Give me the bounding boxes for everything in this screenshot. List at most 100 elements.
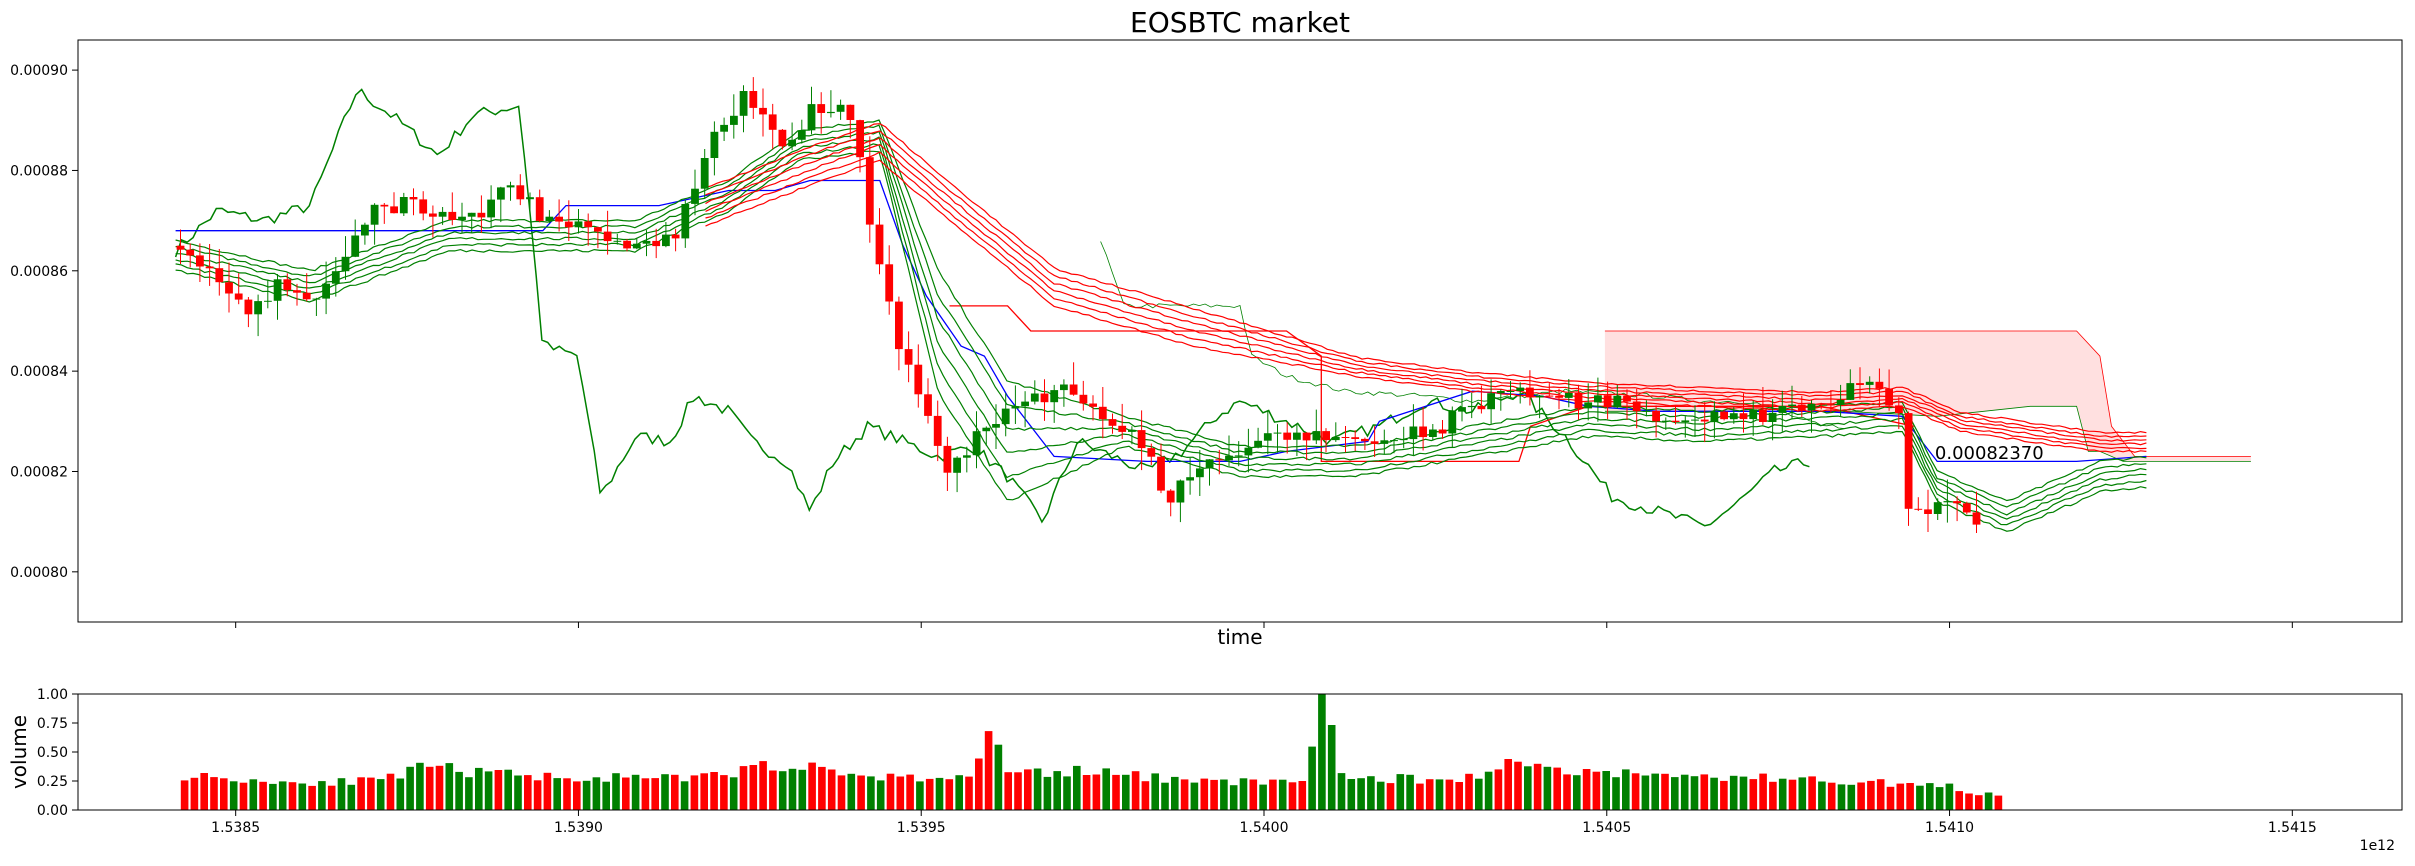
candle-body [438, 211, 447, 217]
volume-bar [984, 731, 993, 810]
volume-bar [710, 772, 718, 810]
candle-body [895, 301, 903, 350]
candle-body [467, 212, 476, 217]
candle-body [1477, 405, 1486, 410]
candle-body [1001, 408, 1010, 425]
candle-body [1147, 448, 1156, 457]
ema-red-1 [705, 151, 2147, 450]
candle-body [652, 240, 661, 247]
volume-bar [563, 778, 571, 810]
volume-bar [925, 778, 934, 810]
candle-body [361, 224, 369, 236]
volume-bar [1945, 783, 1954, 810]
step-line-blue [175, 179, 2147, 463]
volume-bar [1229, 785, 1238, 810]
volume-bar [1102, 768, 1110, 810]
ema-green-0 [175, 119, 2147, 502]
candle-body [836, 104, 845, 112]
candle-body [497, 187, 505, 200]
volume-bar [857, 775, 865, 810]
candle-body [584, 221, 593, 228]
candle-body [535, 197, 544, 221]
candle-body [341, 256, 350, 272]
channel-line-green-upper [1100, 241, 1845, 429]
volume-bar [837, 775, 846, 810]
channel-line-green [174, 88, 1810, 527]
candle-body [1254, 440, 1262, 448]
volume-bar [1504, 759, 1512, 810]
candle-body [904, 349, 913, 365]
volume-bar [1200, 778, 1209, 810]
candle-body [1302, 432, 1311, 441]
candle-body [623, 240, 631, 249]
candle-body [739, 91, 748, 116]
volume-bar [494, 770, 503, 810]
x-tick-label: 1.5395 [897, 820, 946, 836]
volume-bar [1935, 787, 1944, 810]
candle-body [875, 224, 884, 265]
candle-body [982, 427, 991, 432]
candle-body [749, 91, 758, 108]
candle-body [730, 115, 738, 125]
y-tick-label: 0.00082 [10, 464, 68, 480]
volume-bar [475, 767, 483, 810]
volume-bar [1867, 780, 1875, 810]
candle-body [1399, 439, 1408, 441]
volume-bar [1249, 779, 1258, 810]
volume-bar [1239, 778, 1248, 810]
candle-body [1467, 405, 1476, 408]
candle-body [1623, 395, 1631, 402]
candle-body [1361, 438, 1369, 442]
x-axis-label: time [1217, 625, 1262, 649]
volume-bar [1171, 776, 1179, 810]
volume-bar [1798, 777, 1807, 810]
volume-bar [1916, 785, 1924, 810]
volume-bar [298, 783, 307, 810]
candle-body [1128, 430, 1136, 432]
volume-bar [259, 781, 267, 810]
candle-body [516, 185, 525, 200]
volume-bar [1063, 776, 1071, 810]
volume-bar [955, 775, 963, 810]
volume-bar [445, 763, 454, 810]
volume-bar [1759, 773, 1767, 810]
volume-bar [1210, 779, 1218, 810]
volume-bar [1494, 769, 1503, 810]
candle-body [1535, 395, 1544, 398]
volume-bar [425, 766, 434, 810]
candle-body [1642, 410, 1651, 412]
candle-body [1924, 509, 1932, 514]
candle-body [1652, 410, 1660, 422]
candle-body [1603, 395, 1612, 408]
volume-bar [1514, 761, 1522, 810]
ema-green-2 [175, 130, 2147, 516]
x-tick-label: 1.5385 [211, 820, 260, 836]
volume-bar [455, 771, 463, 810]
step-line-red [949, 305, 1915, 463]
candle-body [1914, 508, 1923, 510]
candle-body [972, 431, 981, 456]
candle-body [1157, 456, 1165, 491]
volume-bar [1259, 784, 1267, 810]
candle-body [458, 216, 466, 220]
volume-bar [1190, 782, 1199, 810]
candle-body [1749, 409, 1758, 420]
volume-bar [808, 762, 816, 810]
candle-body [1409, 426, 1418, 440]
candle-body [1778, 406, 1787, 413]
candle-body [1962, 503, 1971, 513]
volume-bar [308, 785, 316, 810]
candle-body [914, 364, 923, 395]
volume-bar [435, 765, 444, 810]
candle-body [555, 216, 563, 222]
volume-bar [1484, 771, 1493, 810]
y-tick-label: 0.00086 [10, 264, 68, 280]
candle-body [1739, 413, 1748, 420]
volume-bar [1435, 779, 1444, 810]
volume-bar [1043, 776, 1052, 810]
volume-bar [1269, 779, 1277, 810]
x-tick-label: 1.5400 [1239, 820, 1288, 836]
candle-body [370, 204, 379, 225]
volume-bar [729, 777, 738, 810]
